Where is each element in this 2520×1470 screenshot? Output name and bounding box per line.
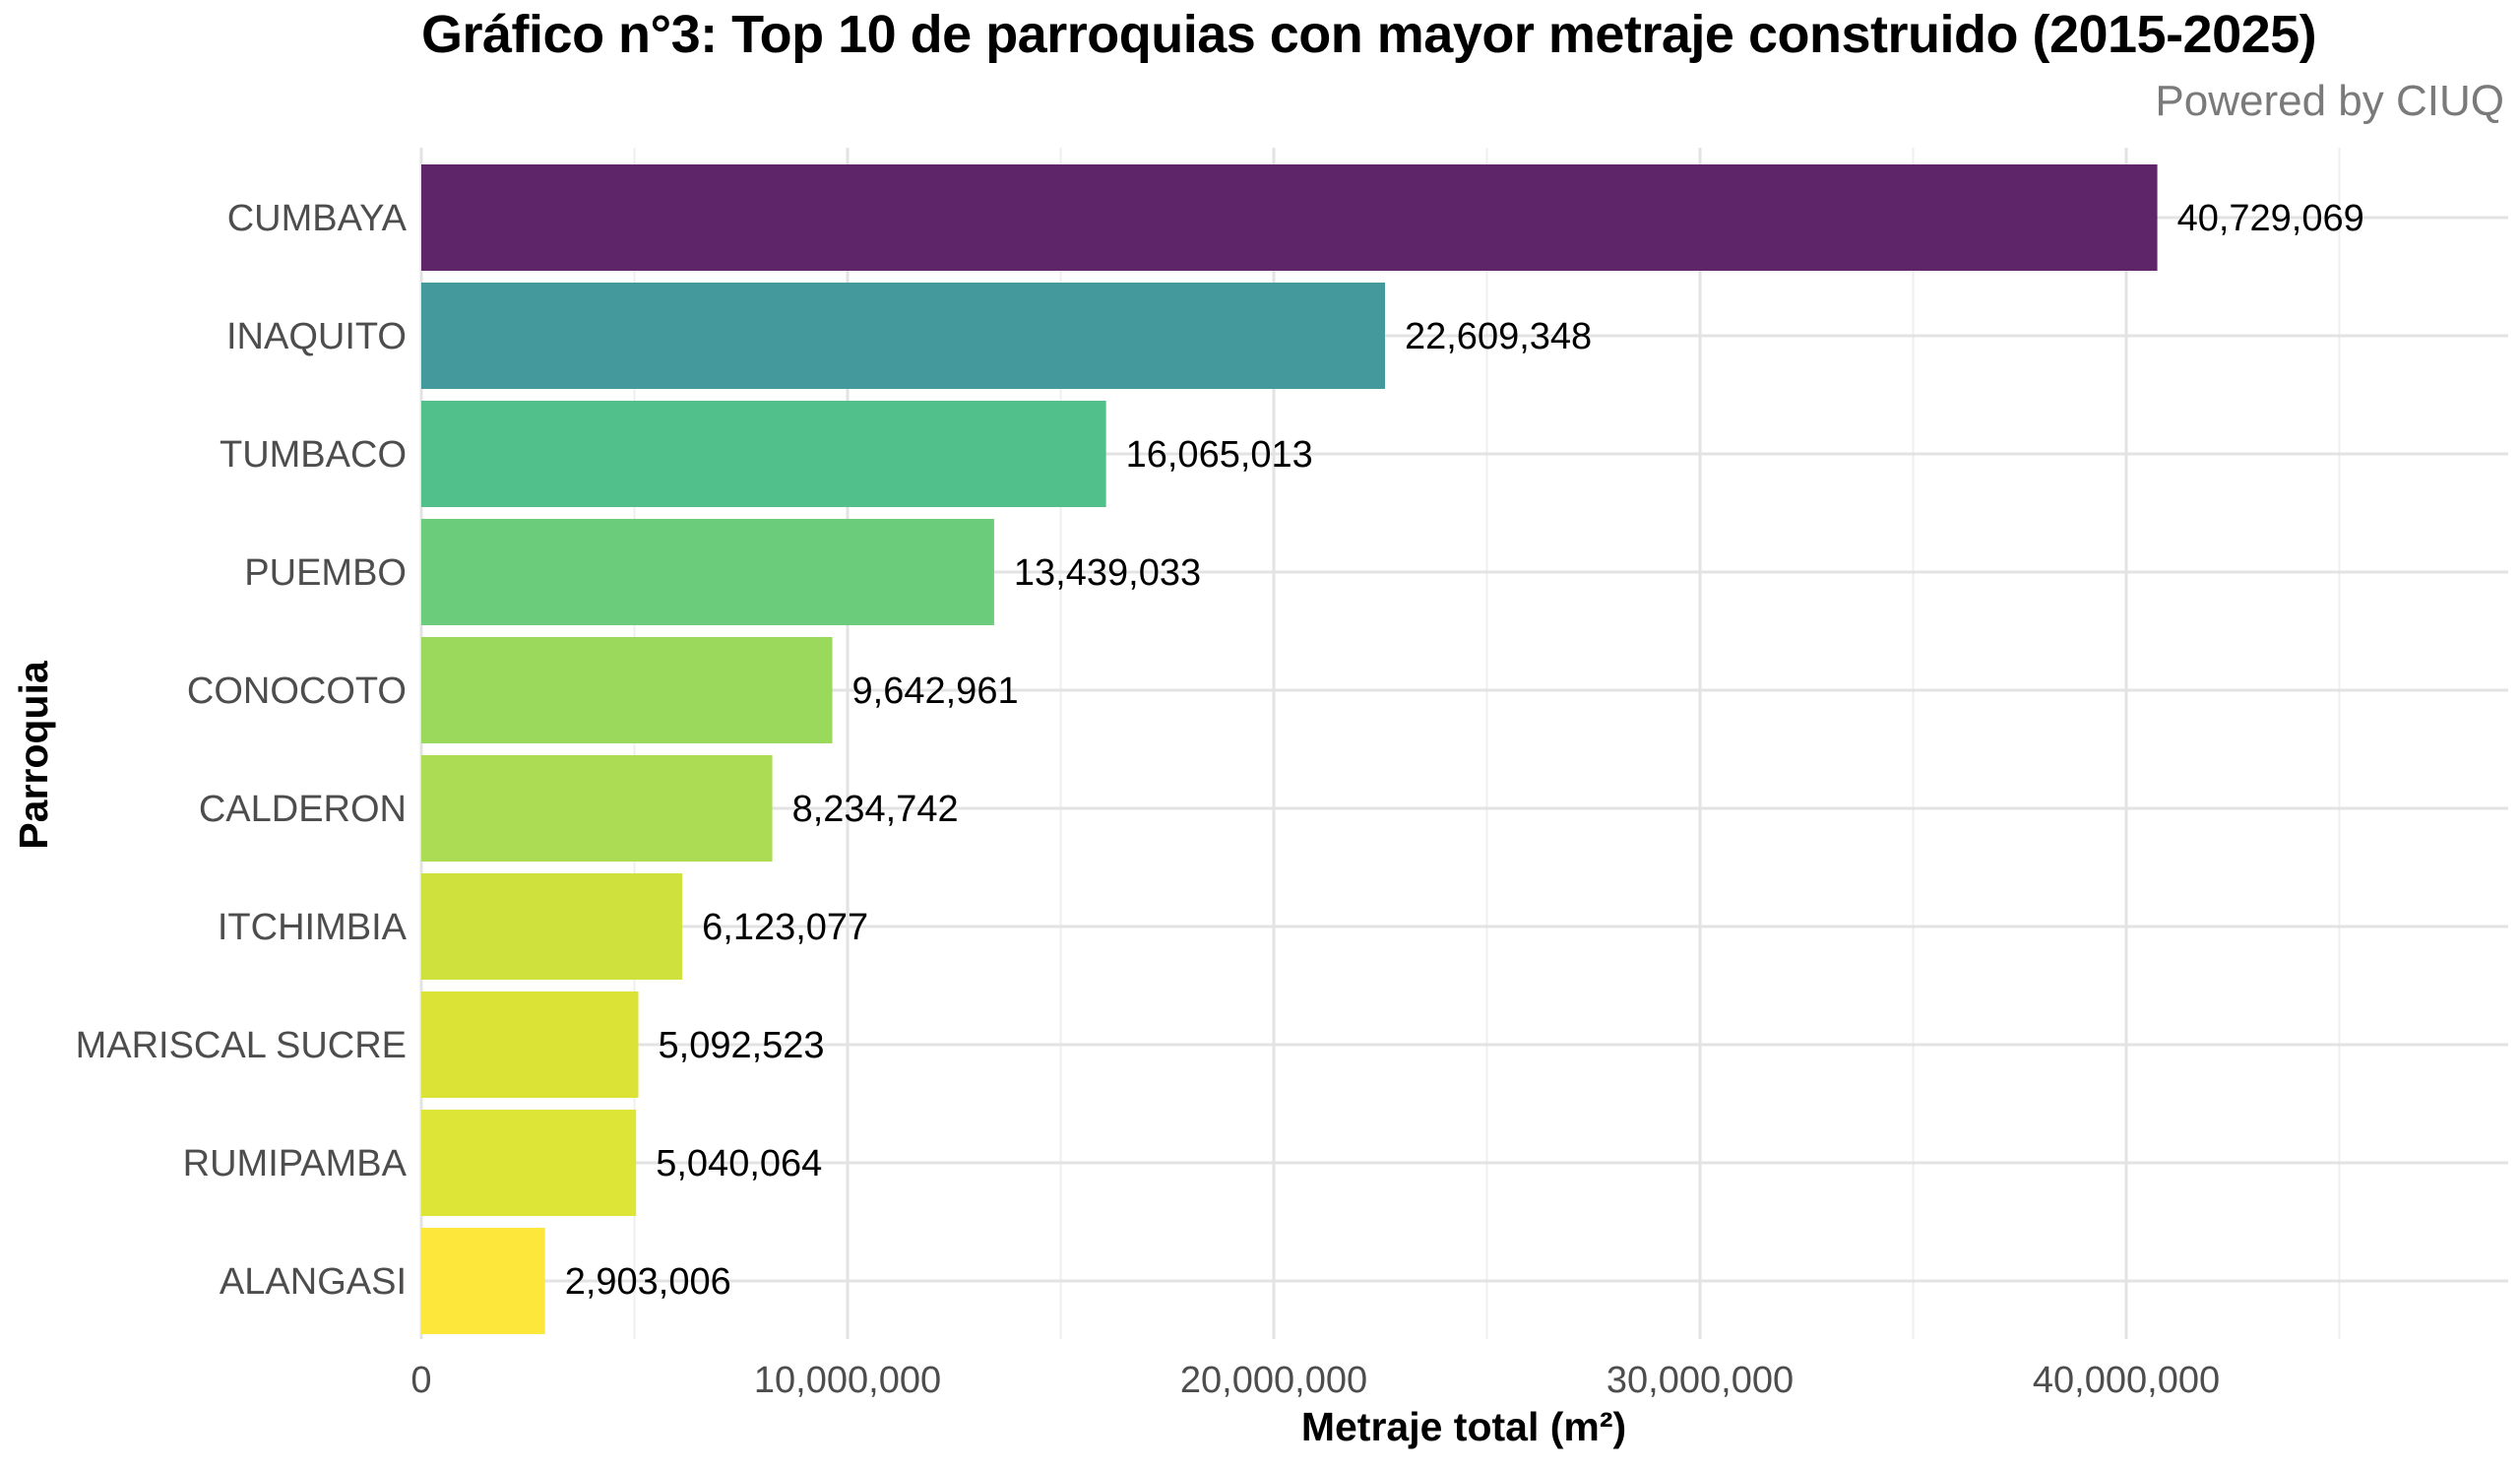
bar [421, 164, 2158, 271]
data-label: 13,439,033 [1014, 552, 1201, 594]
y-tick-label: CALDERON [199, 789, 407, 830]
x-axis-title: Metraje total (m²) [1301, 1404, 1626, 1449]
data-label: 6,123,077 [702, 907, 868, 948]
bar [421, 755, 773, 862]
y-tick-labels: CUMBAYA INAQUITO TUMBACO PUEMBO CONOCOTO CALD… [76, 198, 408, 1303]
y-tick-label: ITCHIMBIA [218, 907, 408, 948]
bar [421, 991, 639, 1098]
bar [421, 873, 683, 980]
data-label: 5,040,064 [656, 1143, 822, 1184]
bar [421, 1228, 545, 1334]
bar [421, 1110, 637, 1216]
y-tick-label: INAQUITO [226, 316, 407, 357]
y-tick-label: RUMIPAMBA [183, 1143, 408, 1184]
chart-subtitle: Powered by CIUQ [2155, 77, 2504, 125]
y-tick-label: CONOCOTO [187, 671, 407, 712]
y-tick-label: PUEMBO [244, 552, 407, 594]
bar [421, 519, 994, 625]
data-label: 22,609,348 [1405, 316, 1592, 357]
y-tick-label: CUMBAYA [227, 198, 408, 239]
data-label: 16,065,013 [1126, 434, 1313, 476]
data-label: 8,234,742 [792, 789, 959, 830]
bar [421, 283, 1385, 389]
bars-group [421, 164, 2158, 1334]
data-label: 40,729,069 [2177, 198, 2364, 239]
y-axis-title: Parroquia [11, 660, 56, 850]
data-label: 9,642,961 [852, 671, 1019, 712]
data-label: 2,903,006 [565, 1261, 731, 1303]
data-label: 5,092,523 [659, 1025, 825, 1066]
x-tick-label: 20,000,000 [1180, 1360, 1367, 1401]
x-tick-label: 30,000,000 [1606, 1360, 1794, 1401]
data-labels: 40,729,069 22,609,348 16,065,013 13,439,033… [565, 198, 2364, 1303]
x-tick-label: 0 [410, 1360, 431, 1401]
bar [421, 401, 1106, 507]
y-tick-label: MARISCAL SUCRE [76, 1025, 407, 1066]
y-tick-label: TUMBACO [220, 434, 407, 476]
x-tick-labels: 0 10,000,000 20,000,000 30,000,000 40,000,00… [410, 1360, 2220, 1401]
bar [421, 637, 833, 743]
x-tick-label: 40,000,000 [2033, 1360, 2220, 1401]
x-tick-label: 10,000,000 [754, 1360, 941, 1401]
chart-title: Gráfico n°3: Top 10 de parroquias con ma… [421, 5, 2317, 64]
y-tick-label: ALANGASI [220, 1261, 407, 1303]
